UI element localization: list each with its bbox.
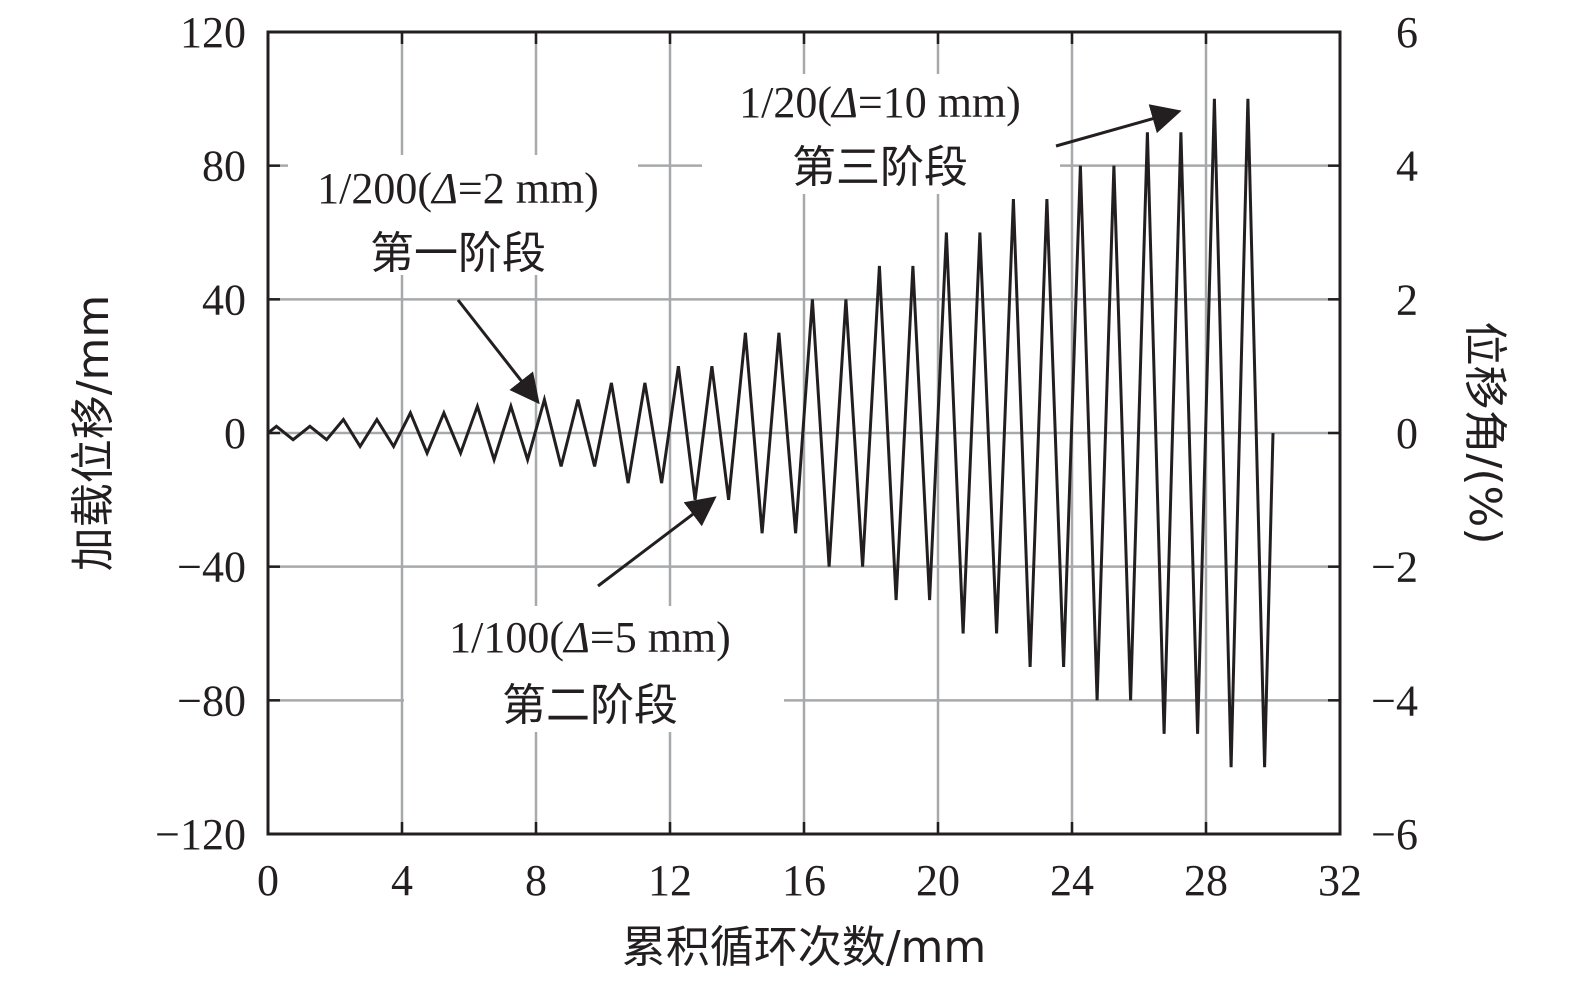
x-tick-label: 12 xyxy=(648,856,692,905)
x-tick-label: 8 xyxy=(525,856,547,905)
series-line xyxy=(267,98,1275,768)
y-tick-label: 120 xyxy=(180,8,246,57)
x-tick-label: 20 xyxy=(916,856,960,905)
x-tick-label: 28 xyxy=(1184,856,1228,905)
annotation-line2: 第一阶段 xyxy=(370,228,546,279)
ticks: 0 4 8 12 16 20 24 28 32−120−80−4004080120−6−4−20… xyxy=(155,8,1418,905)
y-axis-title: 加载位移/mm xyxy=(68,295,119,572)
y2-tick-label: −4 xyxy=(1371,676,1418,725)
y-tick-label: 80 xyxy=(202,142,246,191)
annotation-arrow xyxy=(456,299,540,405)
y-tick-label: −40 xyxy=(177,543,246,592)
annotation-backgrounds xyxy=(288,74,1060,732)
x-tick-label: 32 xyxy=(1318,856,1362,905)
x-axis-title: 累积循环次数/mm xyxy=(622,922,987,973)
annotation-line2: 第三阶段 xyxy=(792,142,968,193)
x-tick-label: 4 xyxy=(391,856,413,905)
y-tick-label: 40 xyxy=(202,275,246,324)
y-tick-label: −120 xyxy=(155,810,246,859)
annotation-arrow xyxy=(597,496,717,588)
x-tick-label: 24 xyxy=(1050,856,1094,905)
annotation-line1: 1/100(Δ=5 mm) xyxy=(449,613,731,662)
annotation-arrow xyxy=(1055,104,1182,148)
y-tick-label: 0 xyxy=(224,409,246,458)
y2-tick-label: 4 xyxy=(1396,142,1418,191)
y-tick-label: −80 xyxy=(177,676,246,725)
annotation-line2: 第二阶段 xyxy=(502,680,678,731)
y2-tick-label: −6 xyxy=(1371,810,1418,859)
annotation-bg xyxy=(288,155,638,275)
y2-tick-label: 0 xyxy=(1396,409,1418,458)
y2-tick-label: 2 xyxy=(1396,275,1418,324)
y2-tick-label: −2 xyxy=(1371,543,1418,592)
annotation-bg xyxy=(404,606,784,732)
annotation-bg xyxy=(702,74,1060,194)
annotation-line1: 1/200(Δ=2 mm) xyxy=(317,164,599,213)
x-tick-label: 16 xyxy=(782,856,826,905)
y2-axis-title: 位移角/(%) xyxy=(1459,322,1510,545)
annotations: 1/200(Δ=2 mm) 第一阶段 1/100(Δ=5 mm) 第二阶段 1/20(Δ… xyxy=(317,78,1182,731)
series-layer xyxy=(267,98,1275,768)
annotation-line1: 1/20(Δ=10 mm) xyxy=(739,78,1021,127)
x-tick-label: 0 xyxy=(257,856,279,905)
y2-tick-label: 6 xyxy=(1396,8,1418,57)
